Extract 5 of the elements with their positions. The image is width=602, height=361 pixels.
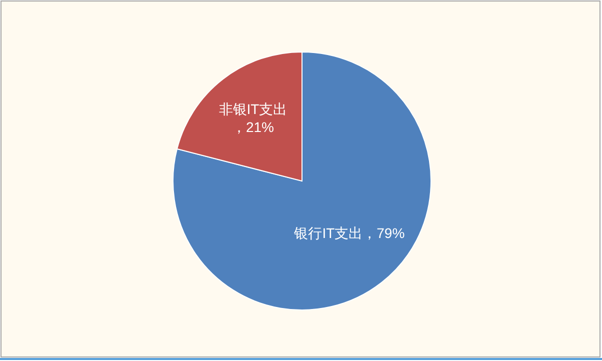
slice-label: 银行IT支出: [293, 225, 363, 242]
data-label: ，21%: [232, 119, 274, 136]
pie-slice: [172, 52, 432, 310]
data-label: ，79%: [362, 225, 405, 242]
slice-label: 非银IT支出: [218, 100, 288, 117]
